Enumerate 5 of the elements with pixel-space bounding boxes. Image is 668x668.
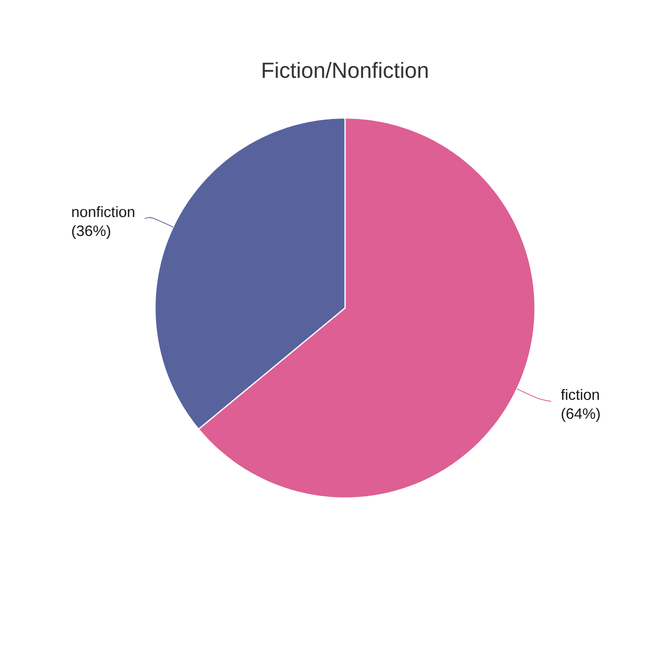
data-label: (64%) [562, 408, 600, 422]
chart-title: Fiction/Nonfiction [262, 62, 428, 78]
slice-label: fiction [561, 388, 599, 400]
data-label: (36%) [72, 225, 110, 240]
slice-label: nonfiction [72, 206, 134, 218]
